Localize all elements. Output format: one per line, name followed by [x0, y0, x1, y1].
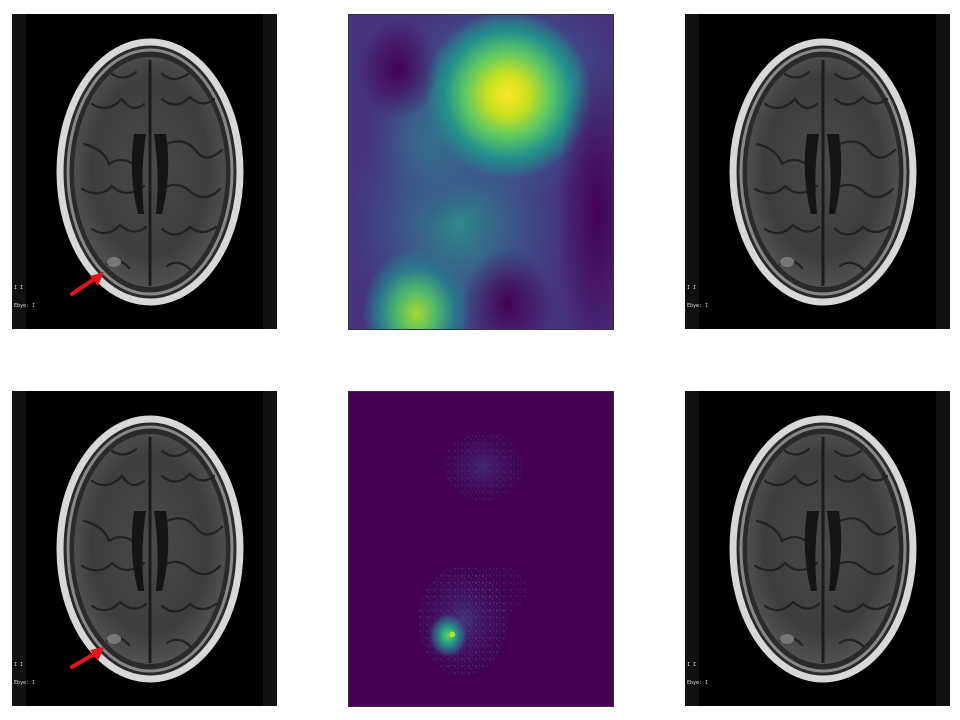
mri-scan-original-bottom: I I Ebye: I	[12, 391, 277, 706]
saliency-heatmap-smooth	[348, 14, 614, 330]
red-arrow-indicator	[70, 272, 104, 296]
brain-slice-image	[685, 14, 950, 329]
red-arrow-indicator	[70, 647, 104, 669]
scan-overlay-text: I I Ebye: I	[687, 285, 709, 309]
brain-slice-image	[12, 14, 277, 329]
heatmap-image	[349, 392, 613, 706]
brain-slice-image	[685, 391, 950, 706]
scan-overlay-text: I I Ebye: I	[14, 285, 36, 309]
heatmap-image	[349, 15, 613, 329]
mri-scan-original-top: I I Ebye: I	[12, 14, 277, 329]
mri-scan-reconstructed-bottom: I I Ebye: I	[685, 391, 950, 706]
scan-overlay-text: I I Ebye: I	[687, 662, 709, 686]
saliency-heatmap-sparse	[348, 391, 614, 707]
mri-scan-reconstructed-top: I I Ebye: I	[685, 14, 950, 329]
brain-slice-image	[12, 391, 277, 706]
scan-overlay-text: I I Ebye: I	[14, 662, 36, 686]
